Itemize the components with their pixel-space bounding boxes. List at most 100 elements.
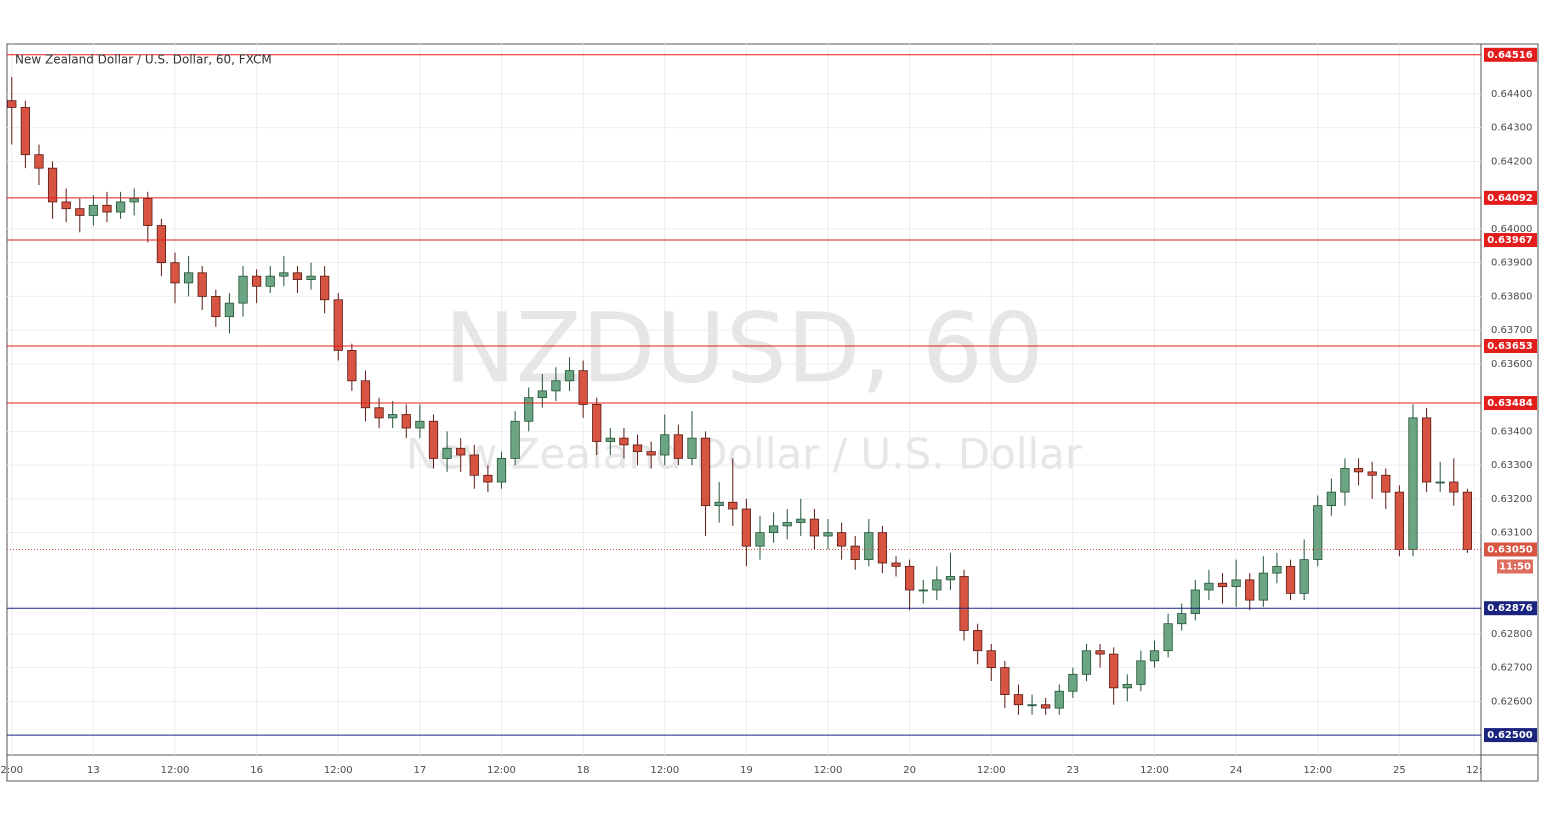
candle-body bbox=[932, 579, 942, 591]
y-tick-label: 0.63300 bbox=[1491, 460, 1532, 471]
level-label: 0.62876 bbox=[1487, 603, 1533, 614]
candle-body bbox=[1299, 559, 1309, 594]
candle-body bbox=[973, 630, 983, 652]
x-tick-label: 13 bbox=[87, 765, 100, 776]
candle-body bbox=[20, 107, 30, 156]
candle-body bbox=[1353, 468, 1364, 473]
candle-body bbox=[428, 420, 439, 459]
candle-body bbox=[660, 434, 670, 456]
candle-body bbox=[7, 100, 17, 108]
candle-body bbox=[592, 403, 602, 442]
y-tick-label: 0.62800 bbox=[1491, 629, 1532, 640]
y-tick-label: 0.64400 bbox=[1491, 89, 1532, 100]
candle-body bbox=[388, 414, 398, 419]
candle-body bbox=[1326, 491, 1336, 507]
x-tick-label: 12:00 bbox=[324, 765, 353, 776]
candle-body bbox=[687, 437, 697, 459]
candle-body bbox=[551, 380, 561, 392]
candle-body bbox=[619, 437, 629, 446]
x-tick-label: 19 bbox=[740, 765, 753, 776]
candle-body bbox=[823, 532, 833, 537]
watermark: NZDUSD, 60 bbox=[444, 292, 1044, 404]
candle-body bbox=[578, 370, 588, 405]
candle-body bbox=[238, 275, 248, 304]
candle-body bbox=[170, 262, 180, 284]
candle-body bbox=[374, 407, 384, 419]
candle-body bbox=[1245, 579, 1255, 601]
candle-body bbox=[415, 420, 425, 429]
candle-body bbox=[320, 275, 330, 301]
candle-body bbox=[1000, 667, 1010, 695]
candle-body bbox=[782, 522, 792, 527]
candle-body bbox=[1136, 660, 1146, 685]
candle-body bbox=[88, 204, 99, 216]
candle-body bbox=[1340, 468, 1350, 493]
candle-body bbox=[646, 451, 656, 456]
candle-body bbox=[211, 296, 221, 318]
candle-body bbox=[1449, 481, 1459, 493]
candle-body bbox=[891, 562, 901, 567]
x-tick-label: 20 bbox=[903, 765, 916, 776]
candle-body bbox=[1258, 572, 1268, 601]
candle-body bbox=[918, 589, 928, 592]
candle-body bbox=[1177, 613, 1187, 625]
x-tick-label: 25 bbox=[1393, 765, 1406, 776]
candle-body bbox=[469, 454, 479, 476]
candle-body bbox=[279, 272, 289, 277]
y-tick-label: 0.63400 bbox=[1491, 426, 1532, 437]
candle-body bbox=[1381, 474, 1391, 493]
x-tick-label: 12: bbox=[1466, 765, 1482, 776]
watermark-subtitle: New Zealand Dollar / U.S. Dollar bbox=[406, 430, 1083, 479]
candle-body bbox=[524, 397, 534, 422]
candle-body bbox=[333, 299, 343, 351]
candle-body bbox=[252, 275, 262, 287]
candle-body bbox=[143, 198, 153, 226]
countdown-label: 11:50 bbox=[1499, 561, 1531, 572]
x-tick-label: 17 bbox=[414, 765, 427, 776]
candle-body bbox=[1408, 417, 1418, 550]
candle-body bbox=[809, 518, 820, 537]
candle-body bbox=[632, 444, 643, 453]
y-tick-label: 0.62600 bbox=[1491, 696, 1532, 707]
level-label-box bbox=[1484, 47, 1537, 62]
candle-body bbox=[1013, 694, 1024, 706]
candle-body bbox=[1163, 623, 1173, 652]
candle-body bbox=[1421, 417, 1432, 483]
candle-body bbox=[755, 532, 765, 547]
level-label: 0.63967 bbox=[1487, 235, 1533, 246]
candle-body bbox=[292, 272, 303, 280]
y-tick-label: 0.64000 bbox=[1491, 224, 1532, 235]
candle-body bbox=[564, 370, 575, 382]
candle-body bbox=[1231, 579, 1241, 588]
last-price-box bbox=[1484, 542, 1537, 557]
plot bbox=[7, 54, 1481, 736]
candle-body bbox=[1122, 684, 1132, 689]
candle-body bbox=[1435, 481, 1445, 484]
level-label-box bbox=[1484, 728, 1537, 743]
y-tick-label: 0.63800 bbox=[1491, 291, 1532, 302]
level-label-box bbox=[1484, 396, 1537, 411]
candle-body bbox=[1367, 471, 1377, 476]
candle-body bbox=[836, 532, 847, 547]
x-tick-label: 12:00 bbox=[977, 765, 1006, 776]
x-tick-label: 16 bbox=[250, 765, 263, 776]
candle-body bbox=[347, 350, 357, 382]
candle-body bbox=[864, 532, 874, 561]
level-label-box bbox=[1484, 601, 1537, 616]
candle-body bbox=[1027, 704, 1037, 707]
candle-body bbox=[102, 204, 112, 213]
chart-frame bbox=[6, 43, 1539, 782]
candle-body bbox=[183, 272, 194, 284]
level-label-box bbox=[1484, 233, 1537, 248]
y-tick-label: 0.63200 bbox=[1491, 494, 1532, 505]
y-tick-label: 0.64200 bbox=[1491, 156, 1532, 167]
candle-body bbox=[673, 434, 683, 459]
x-tick-label: 12:00 bbox=[1140, 765, 1169, 776]
candle-body bbox=[1149, 650, 1160, 662]
x-tick-label: 18 bbox=[577, 765, 590, 776]
level-label: 0.62500 bbox=[1487, 730, 1533, 741]
candle-body bbox=[129, 198, 139, 203]
candle-body bbox=[728, 501, 738, 510]
